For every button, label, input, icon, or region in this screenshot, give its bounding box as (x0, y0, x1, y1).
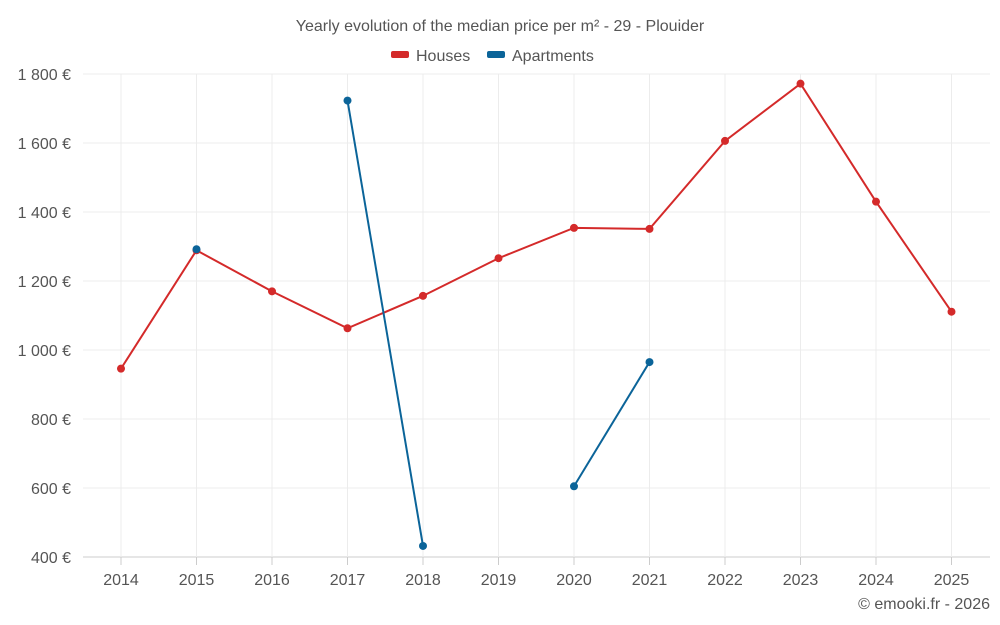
grid (83, 73, 990, 565)
y-tick-label: 400 € (31, 550, 71, 567)
y-tick-label: 800 € (31, 412, 71, 429)
data-point-houses[interactable] (947, 307, 956, 316)
data-point-houses[interactable] (494, 254, 503, 263)
y-tick-label: 600 € (31, 481, 71, 498)
y-tick-label: 1 600 € (18, 136, 71, 153)
legend-item-apartments[interactable]: Apartments (487, 48, 594, 65)
data-point-apartments[interactable] (645, 358, 654, 367)
data-point-houses[interactable] (570, 223, 578, 232)
data-point-houses[interactable] (796, 79, 805, 88)
data-point-houses[interactable] (343, 324, 352, 333)
data-point-houses[interactable] (117, 364, 125, 373)
data-point-houses[interactable] (419, 291, 427, 300)
x-tick-label: 2016 (254, 572, 290, 589)
legend: Houses Apartments (391, 48, 594, 65)
x-tick-label: 2019 (481, 572, 517, 589)
y-tick-label: 1 800 € (18, 67, 71, 84)
x-tick-label: 2024 (858, 572, 894, 589)
data-point-apartments[interactable] (343, 96, 352, 105)
series-line-apartments (573, 361, 651, 487)
x-tick-label: 2015 (179, 572, 215, 589)
x-tick-label: 2021 (632, 572, 668, 589)
x-tick-label: 2025 (934, 572, 970, 589)
data-point-apartments[interactable] (419, 541, 427, 550)
x-tick-label: 2023 (783, 572, 819, 589)
x-tick-label: 2017 (330, 572, 366, 589)
x-tick-label: 2014 (103, 572, 139, 589)
chart-title: Yearly evolution of the median price per… (296, 18, 705, 35)
x-tick-label: 2022 (707, 572, 743, 589)
credit-text: © emooki.fr - 2026 (858, 596, 990, 613)
y-tick-label: 1 000 € (18, 343, 71, 360)
legend-swatch-apartments (487, 51, 505, 58)
y-tick-label: 1 200 € (18, 274, 71, 291)
data-point-houses[interactable] (268, 287, 276, 296)
series-line-apartments (346, 100, 424, 547)
data-point-apartments[interactable] (570, 482, 578, 491)
legend-label-apartments: Apartments (512, 48, 594, 65)
data-point-houses[interactable] (645, 224, 654, 233)
legend-label-houses: Houses (416, 48, 470, 65)
data-point-houses[interactable] (721, 136, 729, 145)
series-lines (117, 79, 956, 550)
series-line-houses (120, 82, 953, 370)
data-point-apartments[interactable] (192, 245, 201, 254)
x-tick-label: 2020 (556, 572, 592, 589)
data-point-houses[interactable] (872, 197, 880, 206)
legend-swatch-houses (391, 51, 409, 58)
x-tick-label: 2018 (405, 572, 441, 589)
y-axis-ticks: 400 € 600 € 800 € 1 000 € 1 200 € 1 400 € 1 60… (18, 67, 71, 567)
x-axis-ticks: 2014 2015 2016 2017 2018 2019 2020 2021 2022 2023… (103, 572, 969, 589)
legend-item-houses[interactable]: Houses (391, 48, 470, 65)
y-tick-label: 1 400 € (18, 205, 71, 222)
